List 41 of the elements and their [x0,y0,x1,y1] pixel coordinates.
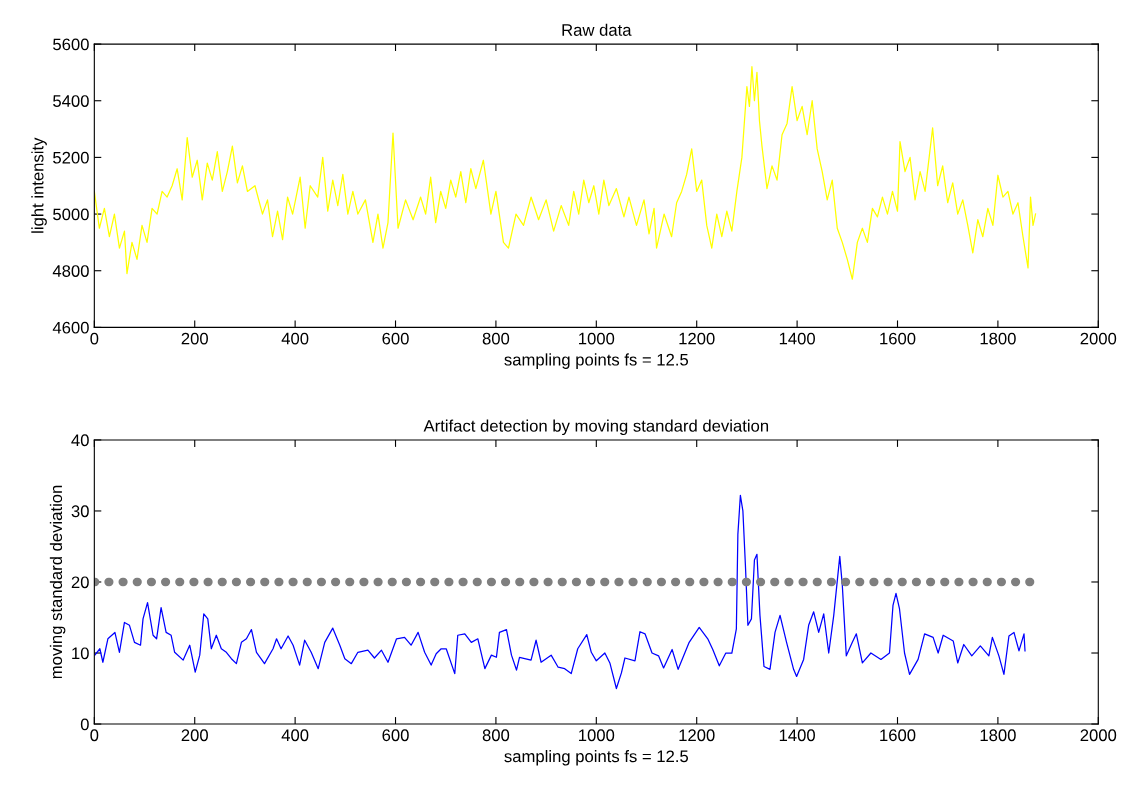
x-tick-label: 800 [482,332,510,345]
x-tick-label: 200 [181,332,208,345]
x-tick-label: 200 [181,729,208,742]
y-tick-label: 30 [71,505,89,518]
x-tick-label: 600 [382,729,409,742]
x-tick-label: 800 [482,729,510,742]
y-tick-label: 40 [71,434,89,447]
y-tick-label: 4800 [52,265,89,277]
y-tick-label: 5200 [53,151,89,164]
x-tick-label: 1800 [980,729,1016,742]
y-axis-title: moving standard deviation [49,485,66,679]
x-tick-label: 1800 [980,332,1016,345]
y-tick-label: 20 [71,576,89,589]
x-tick-label: 0 [90,332,99,345]
x-tick-label: 0 [90,729,99,742]
x-tick-label: 400 [281,729,309,742]
y-tick-label: 5000 [53,208,89,221]
x-tick-label: 1600 [880,729,916,742]
x-axis-title: sampling points fs = 12.5 [504,353,689,369]
x-tick-label: 1200 [679,729,715,742]
y-tick-label: 0 [80,718,89,731]
chart-title: Raw data [562,23,632,36]
x-tick-label: 1400 [779,729,815,742]
x-tick-label: 400 [281,332,309,345]
line-series [94,66,1037,280]
x-tick-label: 1000 [579,332,615,345]
x-tick-label: 600 [382,332,409,345]
y-tick-label: 4600 [52,321,89,334]
x-tick-label: 1200 [679,332,715,345]
y-axis-title: light intensity [31,137,47,233]
chart-title: Artifact detection by moving standard deviation [423,419,769,436]
line-series [94,494,1026,690]
y-tick-label: 5400 [53,95,89,107]
x-tick-label: 2000 [1080,729,1117,742]
y-tick-label: 5600 [53,38,89,51]
x-axis-title: sampling points fs = 12.5 [504,749,689,766]
x-tick-label: 2000 [1080,332,1117,345]
x-tick-label: 1600 [880,332,916,345]
x-tick-label: 1000 [579,729,615,742]
x-tick-label: 1400 [779,332,815,345]
y-tick-label: 10 [72,647,89,660]
